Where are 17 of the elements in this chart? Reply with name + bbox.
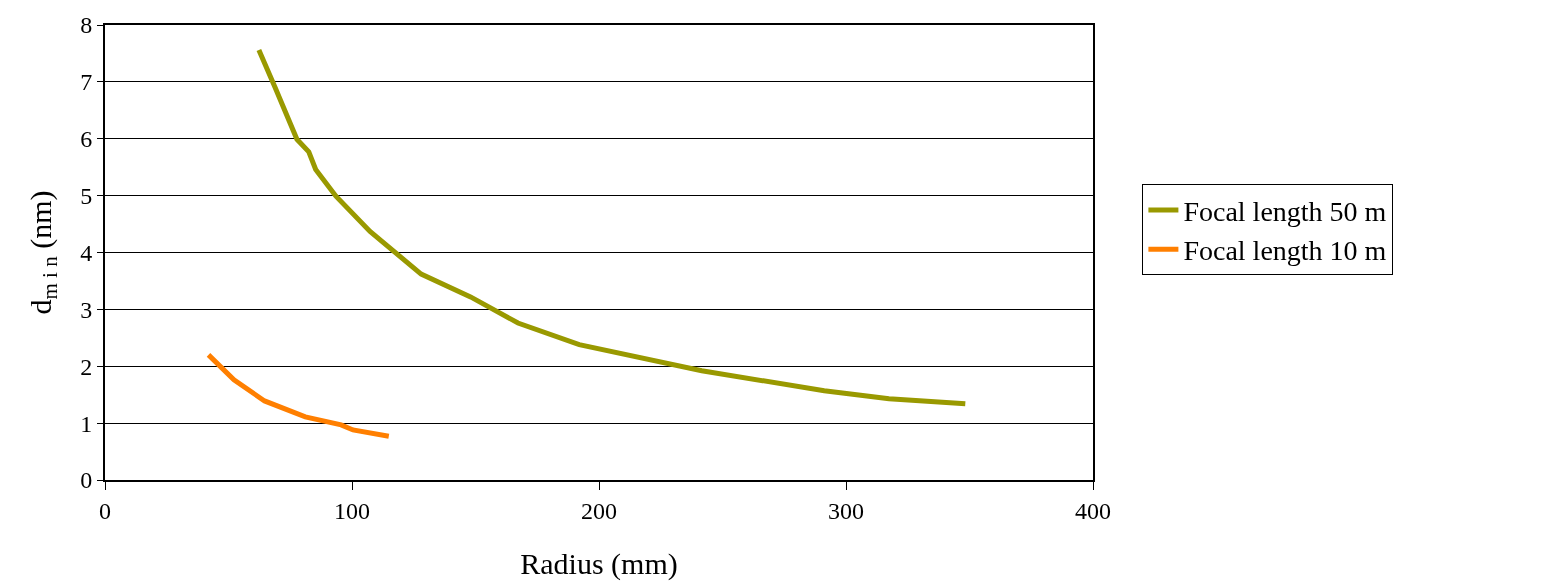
y-tick-label: 0 <box>80 467 93 494</box>
legend-label: Focal length 50 m <box>1183 195 1387 227</box>
y-tick-label: 4 <box>80 239 93 266</box>
x-tick-label: 300 <box>828 497 864 524</box>
x-tick-label: 100 <box>334 497 370 524</box>
y-tick-label: 3 <box>80 296 93 323</box>
y-tick-label: 1 <box>80 410 93 437</box>
x-tick-label: 0 <box>99 497 111 524</box>
y-tick-label: 6 <box>80 126 93 153</box>
y-tick-label: 8 <box>80 12 93 39</box>
legend-label: Focal length 10 m <box>1183 235 1387 267</box>
y-tick-label: 2 <box>80 353 93 380</box>
x-tick-label: 200 <box>581 497 617 524</box>
y-tick-label: 5 <box>80 183 93 210</box>
x-tick-label: 400 <box>1075 497 1111 524</box>
x-axis-title: Radius (mm) <box>520 546 678 581</box>
y-tick-label: 7 <box>80 69 93 96</box>
